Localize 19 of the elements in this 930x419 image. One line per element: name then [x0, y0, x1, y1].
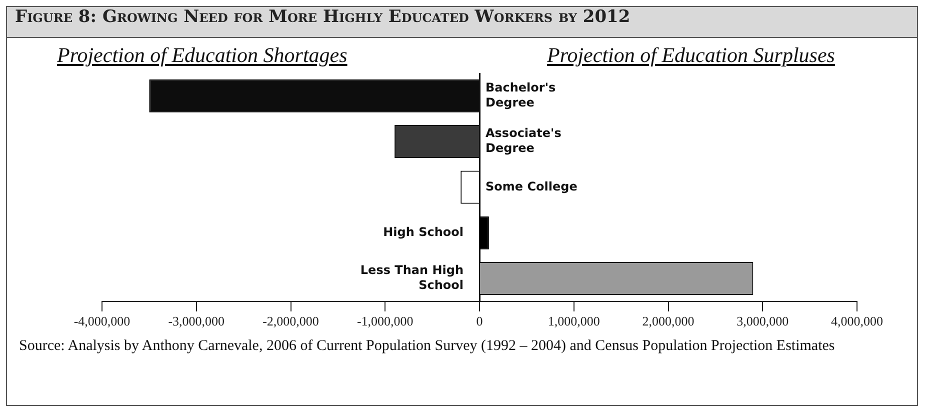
- x-tick-label: 4,000,000: [831, 314, 883, 329]
- x-tick-label: -2,000,000: [262, 314, 319, 329]
- chart-title: Figure 8: Growing Need for More Highly Educated Workers by 2012: [7, 7, 917, 38]
- x-tick-label: -4,000,000: [74, 314, 130, 329]
- x-tick-label: -3,000,000: [168, 314, 225, 329]
- text: Projection of Education Shortages: [57, 43, 348, 68]
- x-tick-label: -1,000,000: [356, 314, 414, 329]
- x-tick-label: 0: [476, 314, 483, 329]
- y-tick-label: Bachelor's Degree: [486, 80, 556, 110]
- source-note: Source: Analysis by Anthony Carnevale, 2006 of Current Population Survey (1992 – 2004) and Census Population Projection Estimates: [19, 337, 836, 355]
- x-tick-label: 3,000,000: [736, 314, 789, 329]
- x-tick-label: 1,000,000: [548, 314, 600, 329]
- y-tick-label: High School: [383, 225, 464, 240]
- y-tick-label: Associate's Degree: [486, 126, 562, 156]
- y-tick-label: Less Than High School: [360, 263, 464, 292]
- text: Projection of Education Surpluses: [547, 43, 835, 68]
- y-tick-label: Some College: [486, 179, 578, 194]
- x-tick-label: 2,000,000: [642, 314, 694, 329]
- bar: [480, 216, 489, 250]
